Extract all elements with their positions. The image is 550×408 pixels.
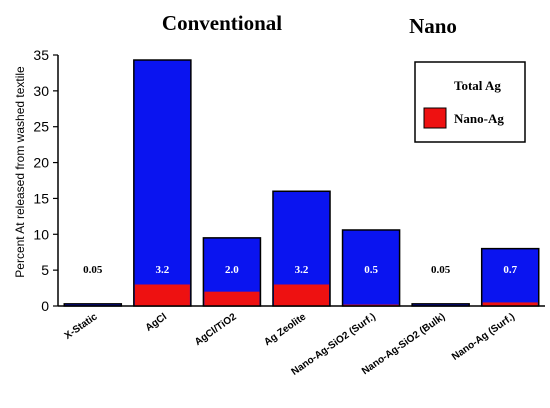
y-tick-label: 5: [41, 262, 49, 278]
y-tick-label: 25: [33, 119, 49, 135]
legend-swatch-nano-ag: [423, 107, 447, 129]
data-label: 0.05: [431, 264, 451, 276]
x-tick-label: X-Static: [63, 311, 100, 342]
bar-total-ag: [341, 229, 401, 307]
heading-nano: Nano: [409, 14, 457, 38]
legend-label-nano-ag: Nano-Ag: [454, 111, 504, 126]
y-tick-label: 15: [33, 190, 49, 206]
x-tick-label: AgCl/TiO2: [193, 311, 239, 348]
y-tick-label: 30: [33, 83, 49, 99]
legend-box: [414, 61, 526, 143]
heading-conventional: Conventional: [162, 11, 282, 35]
bar-nano-ag: [134, 284, 190, 306]
y-tick-label: 35: [33, 47, 49, 63]
bar-nano-ag: [204, 291, 260, 306]
y-tick-label: 10: [33, 226, 49, 242]
x-tick-label: AgCl: [144, 311, 170, 334]
data-label: 2.0: [225, 264, 239, 276]
y-tick-label: 0: [41, 298, 49, 314]
bars: 0.05 3.2 2.0 3.2 0.5 0.05 0.7: [63, 59, 540, 307]
data-label: 0.5: [364, 264, 378, 276]
bar-nano-ag: [482, 302, 538, 306]
x-axis: X-Static AgCl AgCl/TiO2 Ag ZeoliteNano-Ag-S…: [58, 305, 545, 378]
legend: Total Ag Nano-Ag: [414, 61, 526, 143]
bar-total-ag: [133, 59, 192, 307]
y-axis-label: Percent At released from washed textile: [13, 66, 27, 278]
bar-total-ag: [480, 247, 540, 307]
data-label: 0.7: [503, 264, 517, 276]
legend-label-total-ag: Total Ag: [454, 78, 501, 93]
y-axis: 0 5 10 15 20 25 30 35: [33, 47, 59, 314]
data-label: 0.05: [83, 264, 103, 276]
x-tick-label: Nano-Ag (Surf.): [450, 311, 517, 362]
data-label: 3.2: [155, 264, 169, 276]
bar-nano-ag: [273, 284, 330, 306]
data-label: 3.2: [295, 264, 309, 276]
y-tick-label: 20: [33, 155, 49, 171]
x-tick-label: Ag Zeolite: [262, 311, 308, 348]
